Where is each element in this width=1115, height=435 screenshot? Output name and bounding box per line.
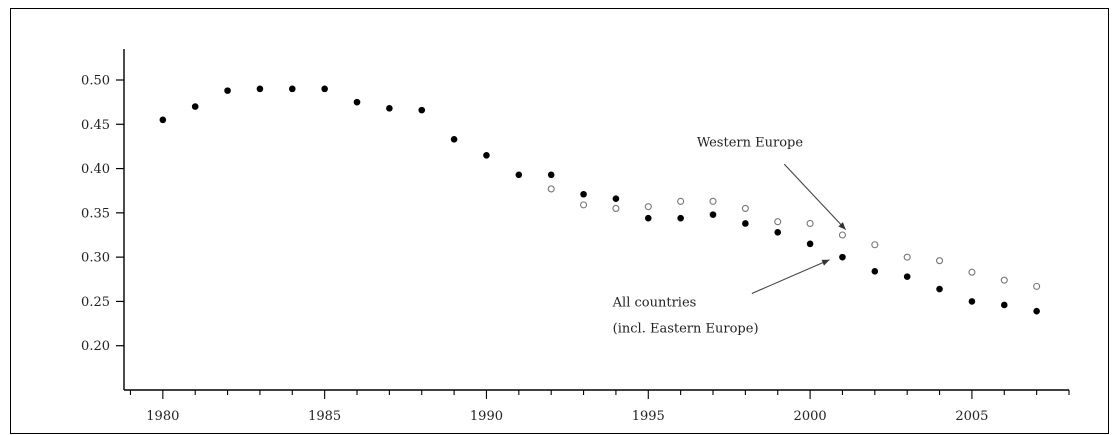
data-point (935, 257, 944, 265)
data-point (224, 87, 231, 94)
data-point (774, 218, 782, 226)
data-point (418, 106, 426, 114)
scatter-plot: 0.20 0.25 0.30 0.35 0.40 0.45 0.50 1980 1985 199… (81, 49, 1070, 424)
y-axis-ticks: 0.20 0.25 0.30 0.35 0.40 0.45 0.50 (81, 74, 124, 354)
data-point (515, 171, 523, 179)
annotation-2: All countries (incl. Eastern Europe) (612, 259, 830, 337)
data-point (677, 214, 684, 222)
y-tick-label: 0.45 (81, 118, 110, 133)
annotation-arrow-line (751, 259, 830, 294)
data-point (288, 85, 296, 93)
data-point (580, 201, 588, 209)
annotations: Western Europe All countries (incl. Easter… (612, 135, 847, 337)
data-point (806, 240, 814, 248)
data-point (612, 204, 620, 212)
data-point (709, 197, 717, 205)
data-point (1033, 307, 1040, 315)
data-point (936, 285, 943, 293)
axes (123, 49, 1069, 391)
annotation-arrowhead (821, 259, 830, 266)
y-tick-label: 0.20 (81, 339, 110, 354)
data-point (1033, 282, 1041, 290)
data-point (580, 190, 587, 198)
data-point (159, 116, 167, 124)
data-point (774, 229, 782, 236)
x-tick-label: 1990 (470, 409, 503, 424)
data-point (871, 268, 879, 275)
data-point (968, 298, 976, 305)
x-tick-label: 1995 (632, 409, 665, 424)
x-tick-label: 1980 (146, 409, 179, 424)
data-point (483, 151, 490, 159)
annotation-1: Western Europe (697, 135, 847, 231)
data-point (386, 105, 393, 112)
data-point (968, 268, 976, 276)
data-point (547, 185, 555, 193)
annotation-arrowhead (838, 222, 846, 230)
data-point (709, 211, 717, 218)
data-point (191, 103, 199, 110)
data-point (321, 85, 328, 93)
data-point (1000, 276, 1008, 284)
data-point (353, 98, 361, 106)
y-tick-label: 0.25 (81, 295, 110, 310)
data-point (256, 85, 264, 93)
data-point (644, 214, 652, 222)
data-point (741, 204, 749, 212)
data-point (806, 219, 814, 228)
data-point (742, 220, 749, 227)
data-point (871, 241, 879, 249)
data-point (903, 253, 911, 261)
annotation-label: Western Europe (697, 135, 804, 150)
data-point (903, 273, 911, 280)
annotation-arrow-line (783, 163, 847, 231)
data-point (839, 253, 846, 261)
series-1 (159, 85, 1040, 315)
y-tick-label: 0.30 (81, 251, 110, 266)
data-point (644, 203, 652, 211)
annotation-label: All countries (incl. Eastern Europe) (612, 296, 759, 337)
y-tick-label: 0.50 (81, 74, 110, 89)
series-2 (547, 185, 1041, 290)
data-point (838, 231, 847, 239)
x-axis-ticks: 1980 1985 1990 1995 2000 2005 (129, 390, 1070, 424)
data-point (612, 195, 620, 202)
x-tick-label: 2005 (955, 409, 988, 424)
data-points (159, 85, 1041, 315)
data-point (547, 171, 555, 179)
chart-frame: 0.20 0.25 0.30 0.35 0.40 0.45 0.50 1980 1985 199… (10, 8, 1109, 434)
y-tick-label: 0.40 (81, 162, 110, 177)
x-tick-label: 1985 (308, 409, 341, 424)
x-tick-label: 2000 (794, 409, 827, 424)
data-point (677, 197, 685, 205)
y-tick-label: 0.35 (81, 206, 110, 221)
data-point (450, 136, 458, 143)
data-point (1000, 301, 1008, 309)
